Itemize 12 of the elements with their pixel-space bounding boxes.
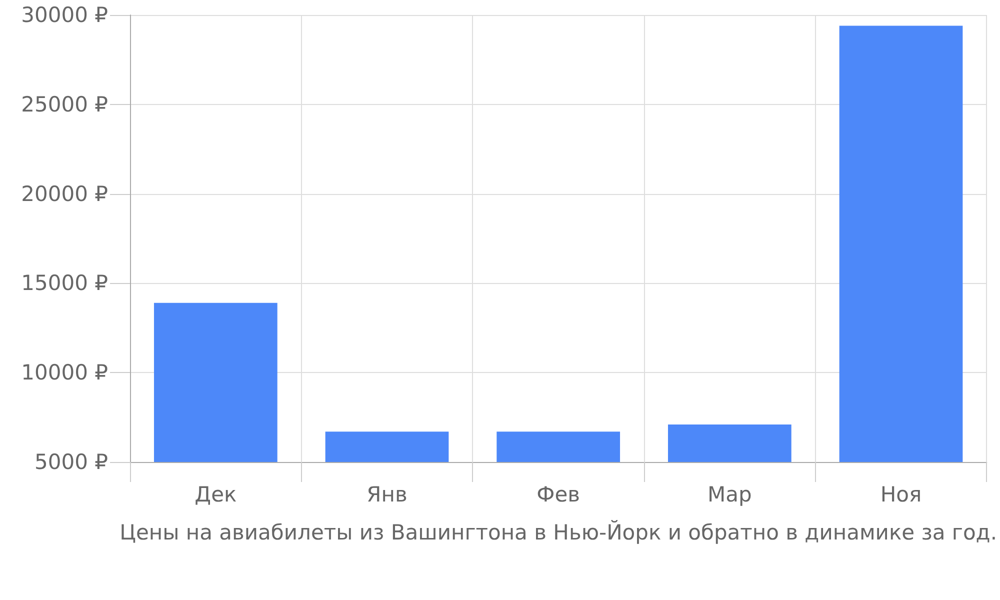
y-tick-label: 10000 ₽: [21, 360, 108, 385]
x-tick-label: Янв: [366, 482, 408, 506]
y-tick-label: 30000 ₽: [21, 3, 108, 27]
x-tick-label: Дек: [194, 482, 237, 506]
y-tick-label: 5000 ₽: [34, 450, 108, 474]
y-tick-label: 15000 ₽: [21, 271, 108, 296]
y-tick-label: 25000 ₽: [21, 92, 108, 116]
x-tick-label: Ноя: [880, 482, 922, 506]
x-tick-label: Фев: [536, 482, 580, 506]
y-tick-label: 20000 ₽: [21, 182, 108, 206]
x-axis-title: Цены на авиабилеты из Вашингтона в Нью-Йорк и обратно в динамике за год.: [120, 520, 997, 544]
x-tick-label: Мар: [708, 482, 752, 506]
